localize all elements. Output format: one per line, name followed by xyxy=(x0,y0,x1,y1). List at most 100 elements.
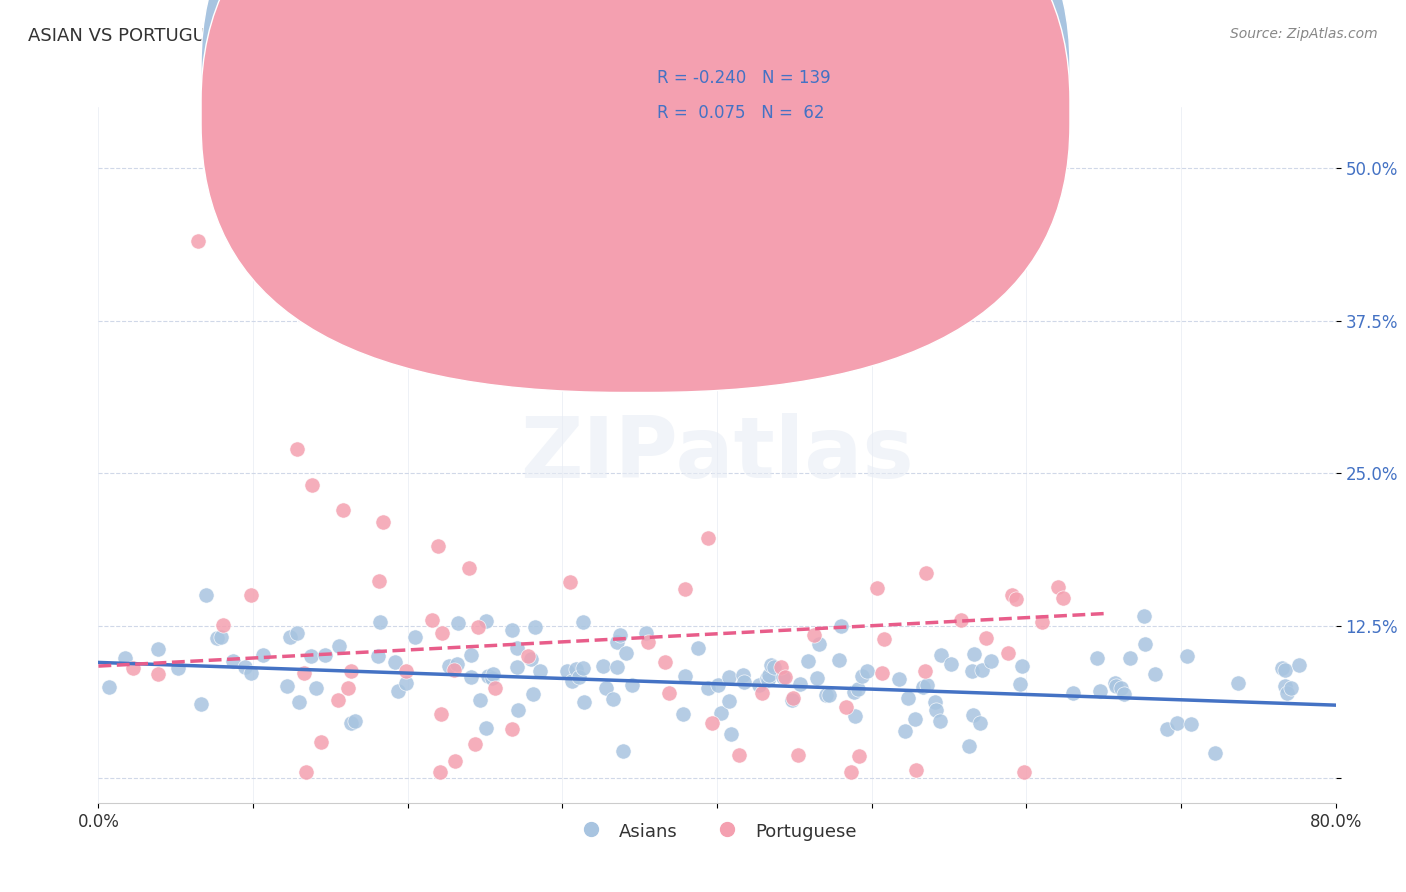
Point xyxy=(939,657,962,671)
Point xyxy=(748,678,770,692)
Point xyxy=(522,687,544,701)
Point xyxy=(444,754,467,768)
Point xyxy=(620,678,643,692)
Point xyxy=(873,632,896,646)
Point xyxy=(437,658,460,673)
Point xyxy=(240,588,263,602)
Point xyxy=(1104,676,1126,690)
Point xyxy=(387,684,409,698)
Point xyxy=(1046,580,1069,594)
Point xyxy=(807,637,830,651)
Point xyxy=(1012,765,1035,780)
Point xyxy=(789,677,811,691)
Point xyxy=(464,737,486,751)
Point xyxy=(190,698,212,712)
Point xyxy=(866,582,889,596)
Point xyxy=(344,714,367,728)
Point xyxy=(887,672,910,686)
Point xyxy=(733,674,755,689)
Point xyxy=(422,613,444,627)
Point xyxy=(1005,591,1028,606)
Point xyxy=(301,478,323,492)
Point xyxy=(373,515,395,529)
Point xyxy=(367,648,389,663)
Point xyxy=(166,661,188,675)
Point xyxy=(501,722,523,736)
Point xyxy=(572,615,595,629)
Point xyxy=(1274,679,1296,693)
Point xyxy=(395,676,418,690)
Point xyxy=(430,625,453,640)
Legend: Asians, Portuguese: Asians, Portuguese xyxy=(569,813,865,849)
Point xyxy=(929,648,952,662)
Point xyxy=(827,653,849,667)
Point xyxy=(844,709,866,723)
Point xyxy=(606,635,628,649)
Point xyxy=(1226,676,1249,690)
Point xyxy=(430,707,453,722)
Point xyxy=(561,673,583,688)
Point xyxy=(636,625,658,640)
Point xyxy=(1144,666,1167,681)
Point xyxy=(818,688,841,702)
Point xyxy=(1288,658,1310,673)
Point xyxy=(915,678,938,692)
Point xyxy=(1175,648,1198,663)
Point xyxy=(384,656,406,670)
Point xyxy=(758,668,780,682)
Point xyxy=(673,669,696,683)
Point xyxy=(1133,608,1156,623)
Point xyxy=(501,623,523,637)
Point xyxy=(602,692,624,706)
Point xyxy=(98,680,121,694)
Point xyxy=(848,749,870,764)
Point xyxy=(285,442,308,456)
Point xyxy=(395,664,418,678)
Point xyxy=(292,666,315,681)
Point xyxy=(443,663,465,677)
Point xyxy=(1011,659,1033,673)
Point xyxy=(520,652,543,666)
Point xyxy=(609,628,631,642)
Point xyxy=(950,613,973,627)
Point xyxy=(962,707,984,722)
Point xyxy=(1062,686,1084,700)
Point xyxy=(194,588,217,602)
Point xyxy=(1001,589,1024,603)
Point xyxy=(717,670,740,684)
Point xyxy=(894,724,917,739)
Point xyxy=(1279,681,1302,696)
Point xyxy=(972,663,994,677)
Point xyxy=(924,696,946,710)
Point xyxy=(1277,686,1299,700)
Point xyxy=(516,649,538,664)
Point xyxy=(557,664,579,678)
Point xyxy=(782,691,804,706)
Point xyxy=(187,235,209,249)
Point xyxy=(1052,591,1074,606)
Point xyxy=(574,695,596,709)
Point xyxy=(654,655,676,669)
Point xyxy=(447,615,470,630)
Point xyxy=(928,714,950,729)
Point xyxy=(368,574,391,588)
Point xyxy=(772,670,794,684)
Point xyxy=(696,531,718,545)
Point xyxy=(775,670,797,684)
Point xyxy=(1109,681,1132,695)
Point xyxy=(963,647,986,661)
Point xyxy=(482,666,505,681)
Point xyxy=(915,566,938,580)
Point xyxy=(897,691,920,706)
Point xyxy=(484,681,506,695)
Point xyxy=(759,657,782,672)
Point xyxy=(911,681,934,695)
Point xyxy=(426,540,449,554)
Point xyxy=(523,620,546,634)
Point xyxy=(782,693,804,707)
Point xyxy=(702,715,724,730)
Point xyxy=(957,739,980,753)
Point xyxy=(612,744,634,758)
Point xyxy=(429,765,451,780)
Point xyxy=(568,670,591,684)
